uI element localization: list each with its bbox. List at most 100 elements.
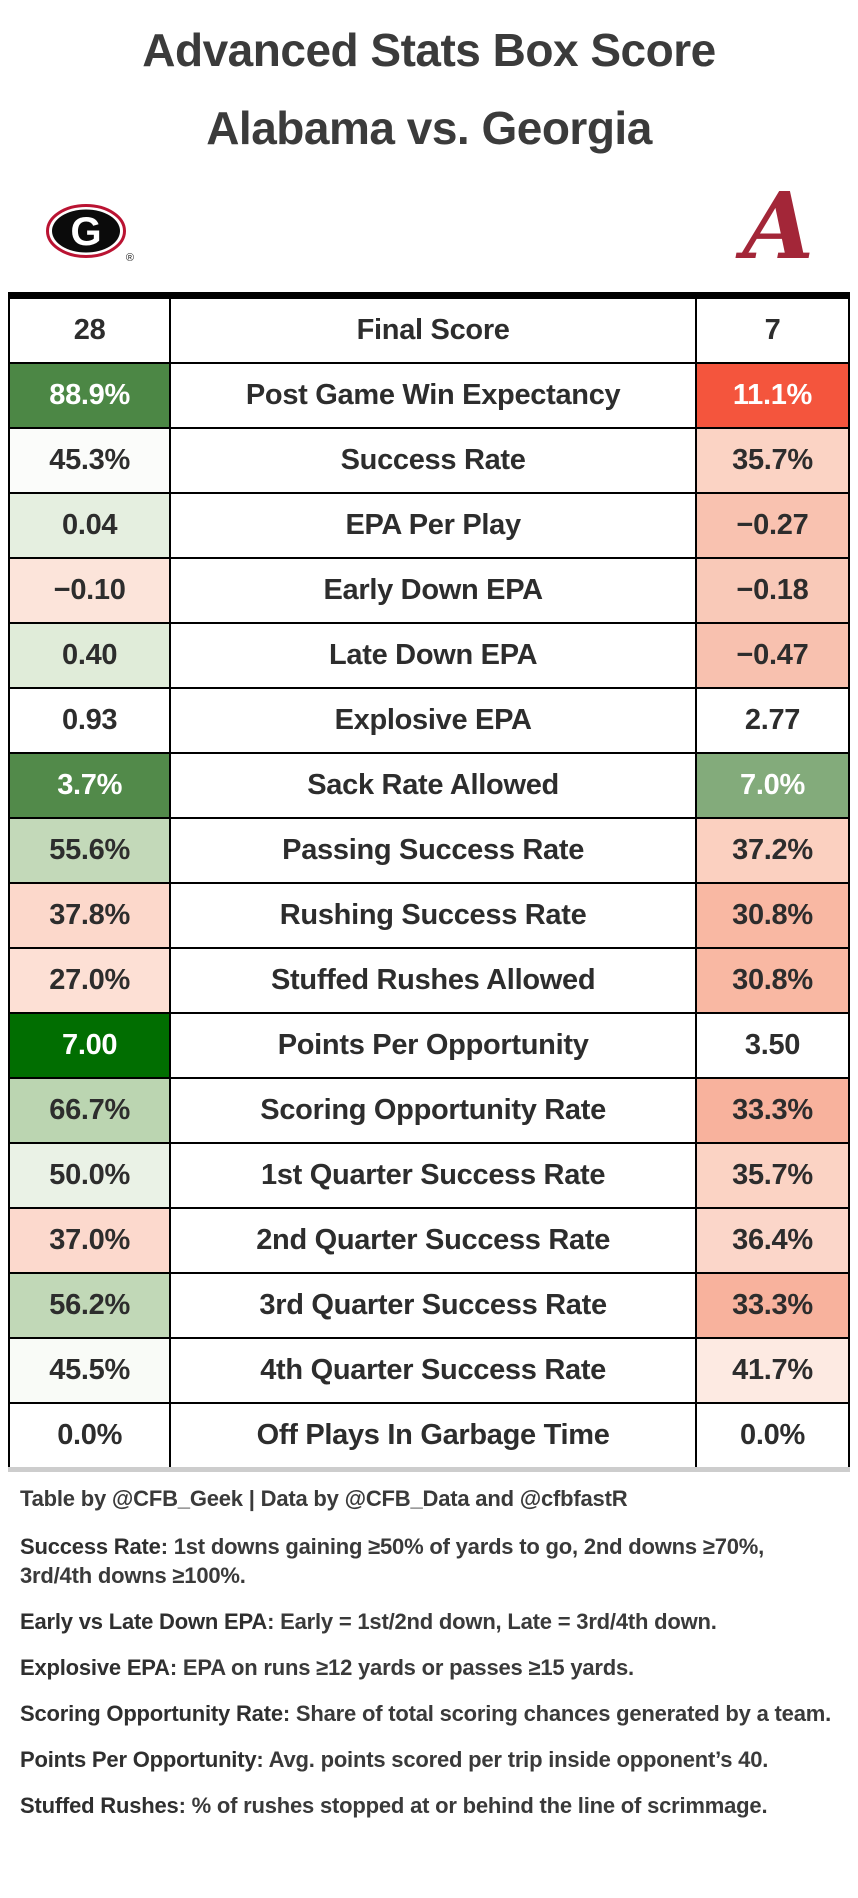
georgia-value-cell: 0.40	[7, 622, 172, 689]
georgia-value-cell: 45.3%	[7, 427, 172, 494]
alabama-script-a-icon: A	[742, 172, 814, 280]
stat-row-2: 45.3% Success Rate 35.7%	[7, 427, 851, 494]
georgia-value-cell: 3.7%	[7, 752, 172, 819]
metric-definitions: Success Rate: 1st downs gaining ≥50% of …	[20, 1532, 840, 1820]
stat-row-14: 37.0% 2nd Quarter Success Rate 36.4%	[7, 1207, 851, 1274]
metric-label-cell: EPA Per Play	[169, 492, 697, 559]
georgia-value-cell: 28	[7, 294, 172, 364]
definition-note-2: Explosive EPA: EPA on runs ≥12 yards or …	[20, 1653, 832, 1682]
metric-label-cell: Scoring Opportunity Rate	[169, 1077, 697, 1144]
alabama-value-cell: 2.77	[694, 687, 851, 754]
stat-row-0: 28 Final Score 7	[7, 294, 851, 364]
alabama-value-cell: 0.0%	[694, 1402, 851, 1470]
stat-row-15: 56.2% 3rd Quarter Success Rate 33.3%	[7, 1272, 851, 1339]
page-title: Advanced Stats Box Score Alabama vs. Geo…	[0, 0, 858, 156]
georgia-value-cell: 45.5%	[7, 1337, 172, 1404]
stat-row-17: 0.0% Off Plays In Garbage Time 0.0%	[7, 1402, 851, 1470]
alabama-value-cell: 36.4%	[694, 1207, 851, 1274]
stat-row-7: 3.7% Sack Rate Allowed 7.0%	[7, 752, 851, 819]
alabama-value-cell: −0.27	[694, 492, 851, 559]
georgia-value-cell: 0.04	[7, 492, 172, 559]
metric-label-cell: Late Down EPA	[169, 622, 697, 689]
alabama-value-cell: 41.7%	[694, 1337, 851, 1404]
definition-text: : % of rushes stopped at or behind the l…	[178, 1793, 768, 1818]
georgia-oval-g-logo: G ®	[44, 202, 134, 264]
definition-term: Explosive EPA	[20, 1655, 170, 1680]
alabama-value-cell: 35.7%	[694, 427, 851, 494]
stat-row-16: 45.5% 4th Quarter Success Rate 41.7%	[7, 1337, 851, 1404]
stat-row-4: −0.10 Early Down EPA −0.18	[7, 557, 851, 624]
title-line-1: Advanced Stats Box Score	[142, 24, 716, 76]
georgia-value-cell: 0.0%	[7, 1402, 172, 1470]
definition-text: : 1st downs gaining ≥50% of yards to go,…	[20, 1534, 765, 1588]
metric-label-cell: Success Rate	[169, 427, 697, 494]
definition-term: Success Rate	[20, 1534, 161, 1559]
alabama-value-cell: 33.3%	[694, 1272, 851, 1339]
georgia-value-cell: 66.7%	[7, 1077, 172, 1144]
definition-term: Stuffed Rushes	[20, 1793, 179, 1818]
stat-row-9: 37.8% Rushing Success Rate 30.8%	[7, 882, 851, 949]
credits-line: Table by @CFB_Geek | Data by @CFB_Data a…	[20, 1486, 628, 1511]
definition-text: : EPA on runs ≥12 yards or passes ≥15 ya…	[169, 1655, 634, 1680]
registered-trademark-symbol: ®	[125, 252, 134, 264]
definition-note-5: Stuffed Rushes: % of rushes stopped at o…	[20, 1791, 832, 1820]
metric-label-cell: 1st Quarter Success Rate	[169, 1142, 697, 1209]
alabama-value-cell: 7	[694, 294, 851, 364]
georgia-value-cell: 55.6%	[7, 817, 172, 884]
georgia-value-cell: 37.8%	[7, 882, 172, 949]
alabama-value-cell: 30.8%	[694, 882, 851, 949]
alabama-value-cell: 33.3%	[694, 1077, 851, 1144]
definition-text: : Share of total scoring chances generat…	[282, 1701, 831, 1726]
georgia-oval-g-icon: G	[46, 204, 126, 258]
metric-label-cell: Off Plays In Garbage Time	[169, 1402, 697, 1470]
georgia-value-cell: 56.2%	[7, 1272, 172, 1339]
stat-row-12: 66.7% Scoring Opportunity Rate 33.3%	[7, 1077, 851, 1144]
metric-label-cell: Rushing Success Rate	[169, 882, 697, 949]
metric-label-cell: Passing Success Rate	[169, 817, 697, 884]
metric-label-cell: Stuffed Rushes Allowed	[169, 947, 697, 1014]
metric-label-cell: Sack Rate Allowed	[169, 752, 697, 819]
definition-note-1: Early vs Late Down EPA: Early = 1st/2nd …	[20, 1607, 832, 1636]
stat-row-5: 0.40 Late Down EPA −0.47	[7, 622, 851, 689]
georgia-value-cell: 7.00	[7, 1012, 172, 1079]
advanced-stats-table: 28 Final Score 7 88.9% Post Game Win Expecta…	[7, 292, 851, 1472]
stats-table-body: 28 Final Score 7 88.9% Post Game Win Expecta…	[7, 294, 851, 1470]
definition-term: Early vs Late Down EPA	[20, 1609, 268, 1634]
alabama-value-cell: 35.7%	[694, 1142, 851, 1209]
title-line-2: Alabama vs. Georgia	[206, 102, 652, 154]
metric-label-cell: 3rd Quarter Success Rate	[169, 1272, 697, 1339]
definition-note-3: Scoring Opportunity Rate: Share of total…	[20, 1699, 832, 1728]
definition-note-4: Points Per Opportunity: Avg. points scor…	[20, 1745, 832, 1774]
metric-label-cell: Post Game Win Expectancy	[169, 362, 697, 429]
georgia-value-cell: −0.10	[7, 557, 172, 624]
metric-label-cell: 2nd Quarter Success Rate	[169, 1207, 697, 1274]
alabama-value-cell: 3.50	[694, 1012, 851, 1079]
team-logos-row: G ® A	[0, 180, 858, 280]
alabama-script-a-logo: A	[743, 180, 814, 278]
definition-text: : Avg. points scored per trip inside opp…	[256, 1747, 769, 1772]
alabama-value-cell: 30.8%	[694, 947, 851, 1014]
metric-label-cell: Explosive EPA	[169, 687, 697, 754]
metric-label-cell: Early Down EPA	[169, 557, 697, 624]
definition-term: Scoring Opportunity Rate	[20, 1701, 283, 1726]
metric-label-cell: 4th Quarter Success Rate	[169, 1337, 697, 1404]
alabama-value-cell: 11.1%	[694, 362, 851, 429]
definition-term: Points Per Opportunity	[20, 1747, 257, 1772]
stat-row-1: 88.9% Post Game Win Expectancy 11.1%	[7, 362, 851, 429]
definition-note-0: Success Rate: 1st downs gaining ≥50% of …	[20, 1532, 832, 1590]
stat-row-10: 27.0% Stuffed Rushes Allowed 30.8%	[7, 947, 851, 1014]
alabama-value-cell: −0.18	[694, 557, 851, 624]
svg-text:G: G	[70, 210, 101, 254]
metric-label-cell: Final Score	[169, 294, 697, 364]
alabama-value-cell: −0.47	[694, 622, 851, 689]
georgia-value-cell: 50.0%	[7, 1142, 172, 1209]
stat-row-8: 55.6% Passing Success Rate 37.2%	[7, 817, 851, 884]
georgia-value-cell: 27.0%	[7, 947, 172, 1014]
alabama-value-cell: 37.2%	[694, 817, 851, 884]
georgia-value-cell: 0.93	[7, 687, 172, 754]
stat-row-6: 0.93 Explosive EPA 2.77	[7, 687, 851, 754]
definition-text: : Early = 1st/2nd down, Late = 3rd/4th d…	[267, 1609, 717, 1634]
georgia-value-cell: 88.9%	[7, 362, 172, 429]
stat-row-13: 50.0% 1st Quarter Success Rate 35.7%	[7, 1142, 851, 1209]
